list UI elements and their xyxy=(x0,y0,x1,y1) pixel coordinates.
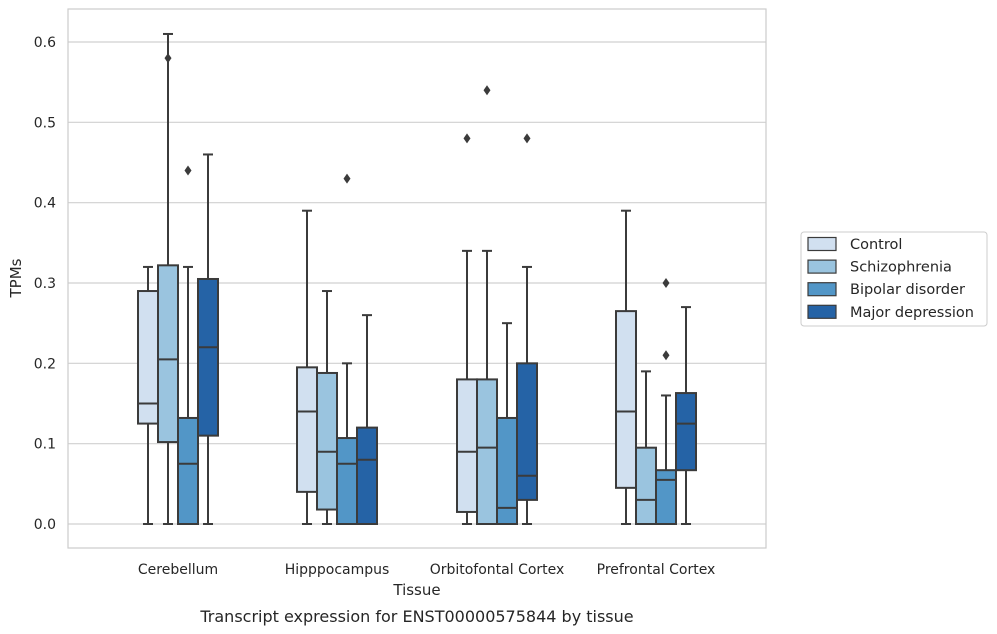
box xyxy=(316,290,338,525)
legend-label: Schizophrenia xyxy=(850,260,952,276)
y-tick-label: 0.0 xyxy=(34,517,56,533)
box-body xyxy=(296,366,318,493)
series-major-depression xyxy=(197,133,697,526)
box-body xyxy=(177,416,199,525)
plot-area-frame xyxy=(67,8,767,549)
y-tick-labels: 0.0 0.1 0.2 0.3 0.4 0.5 0.6 xyxy=(34,35,56,533)
box xyxy=(635,370,657,525)
box-body xyxy=(197,277,219,437)
box xyxy=(476,85,498,525)
x-tick-label: Prefrontal Cortex xyxy=(597,562,716,578)
box-body xyxy=(456,378,478,513)
box xyxy=(197,153,219,525)
x-tick-labels: Cerebellum Hipppocampus Orbitofontal Corte… xyxy=(138,562,715,578)
series-bipolar-disorder xyxy=(177,165,677,525)
legend-swatch xyxy=(807,304,837,319)
outlier-point xyxy=(463,133,471,144)
box-body xyxy=(356,426,378,526)
box xyxy=(516,133,538,525)
outlier-point xyxy=(662,278,670,288)
box xyxy=(655,278,677,525)
x-tick-label: Hipppocampus xyxy=(285,562,390,578)
box-body xyxy=(635,446,657,525)
box xyxy=(356,314,378,526)
box xyxy=(157,32,179,525)
y-tick-label: 0.6 xyxy=(34,35,56,51)
box xyxy=(137,265,159,525)
box-body xyxy=(516,362,538,501)
outlier-point xyxy=(483,85,491,96)
y-tick-label: 0.1 xyxy=(34,437,56,453)
y-axis-title: TPMs xyxy=(7,258,25,298)
box-body xyxy=(615,310,637,489)
chart-caption: Transcript expression for ENST0000057584… xyxy=(199,607,633,626)
legend-swatch xyxy=(807,236,837,252)
y-tick-label: 0.2 xyxy=(34,356,56,372)
outlier-point xyxy=(184,165,192,176)
legend: Control Schizophrenia Bipolar disorder Majo… xyxy=(800,231,988,327)
box xyxy=(496,322,518,525)
y-tick-label: 0.5 xyxy=(34,115,56,131)
series-control xyxy=(137,133,637,525)
box xyxy=(177,165,199,525)
outlier-point xyxy=(662,350,670,361)
legend-label: Control xyxy=(850,237,902,253)
y-tick-label: 0.3 xyxy=(34,276,56,292)
box-body xyxy=(675,392,697,472)
box-body xyxy=(336,437,358,525)
legend-swatch xyxy=(807,282,837,297)
box-body xyxy=(476,378,498,525)
box xyxy=(675,306,697,525)
outlier-point xyxy=(523,133,531,144)
box xyxy=(456,133,478,525)
x-axis-title: Tissue xyxy=(392,581,440,599)
x-tick-label: Cerebellum xyxy=(138,562,218,578)
outlier-point xyxy=(343,173,351,184)
series-schizophrenia xyxy=(157,32,657,525)
box xyxy=(336,173,358,525)
y-tick-label: 0.4 xyxy=(34,196,56,212)
box-body xyxy=(316,371,338,511)
legend-frame xyxy=(800,231,988,327)
box xyxy=(615,209,637,525)
box-body xyxy=(157,264,179,444)
legend-label: Bipolar disorder xyxy=(850,282,965,298)
outlier-point xyxy=(164,53,172,64)
box-body xyxy=(655,469,677,525)
box-series-layer xyxy=(137,32,697,526)
legend-label: Major depression xyxy=(850,305,974,321)
x-tick-label: Orbitofontal Cortex xyxy=(430,562,565,578)
legend-swatch xyxy=(807,259,837,274)
box xyxy=(296,209,318,525)
